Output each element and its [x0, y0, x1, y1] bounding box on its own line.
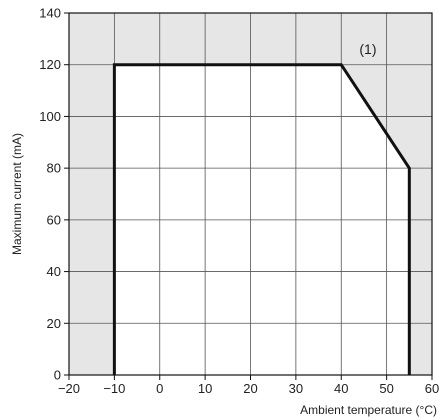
x-tick-label: −20 — [58, 381, 80, 396]
x-tick-label: 30 — [289, 381, 303, 396]
y-axis-label: Maximum current (mA) — [10, 133, 24, 255]
x-tick-label: 50 — [379, 381, 393, 396]
x-tick-label: 60 — [425, 381, 439, 396]
x-tick-label: 40 — [334, 381, 348, 396]
x-axis-ticks: −20 −10 0 10 20 30 40 50 60 — [58, 375, 439, 396]
annotation-label: (1) — [359, 41, 376, 57]
y-axis-ticks: 0 20 40 60 80 100 120 140 — [39, 6, 69, 383]
y-tick-label: 40 — [47, 264, 61, 279]
y-tick-label: 20 — [47, 316, 61, 331]
y-tick-label: 140 — [39, 6, 61, 21]
x-axis-label: Ambient temperature (°C) — [300, 403, 437, 417]
y-tick-label: 60 — [47, 212, 61, 227]
y-tick-label: 0 — [54, 368, 61, 383]
y-tick-label: 100 — [39, 109, 61, 124]
x-tick-label: 20 — [243, 381, 257, 396]
x-tick-label: 0 — [156, 381, 163, 396]
y-tick-label: 120 — [39, 57, 61, 72]
x-tick-label: 10 — [198, 381, 212, 396]
y-tick-label: 80 — [47, 161, 61, 176]
x-tick-label: −10 — [103, 381, 125, 396]
boundary-line — [112, 63, 411, 375]
